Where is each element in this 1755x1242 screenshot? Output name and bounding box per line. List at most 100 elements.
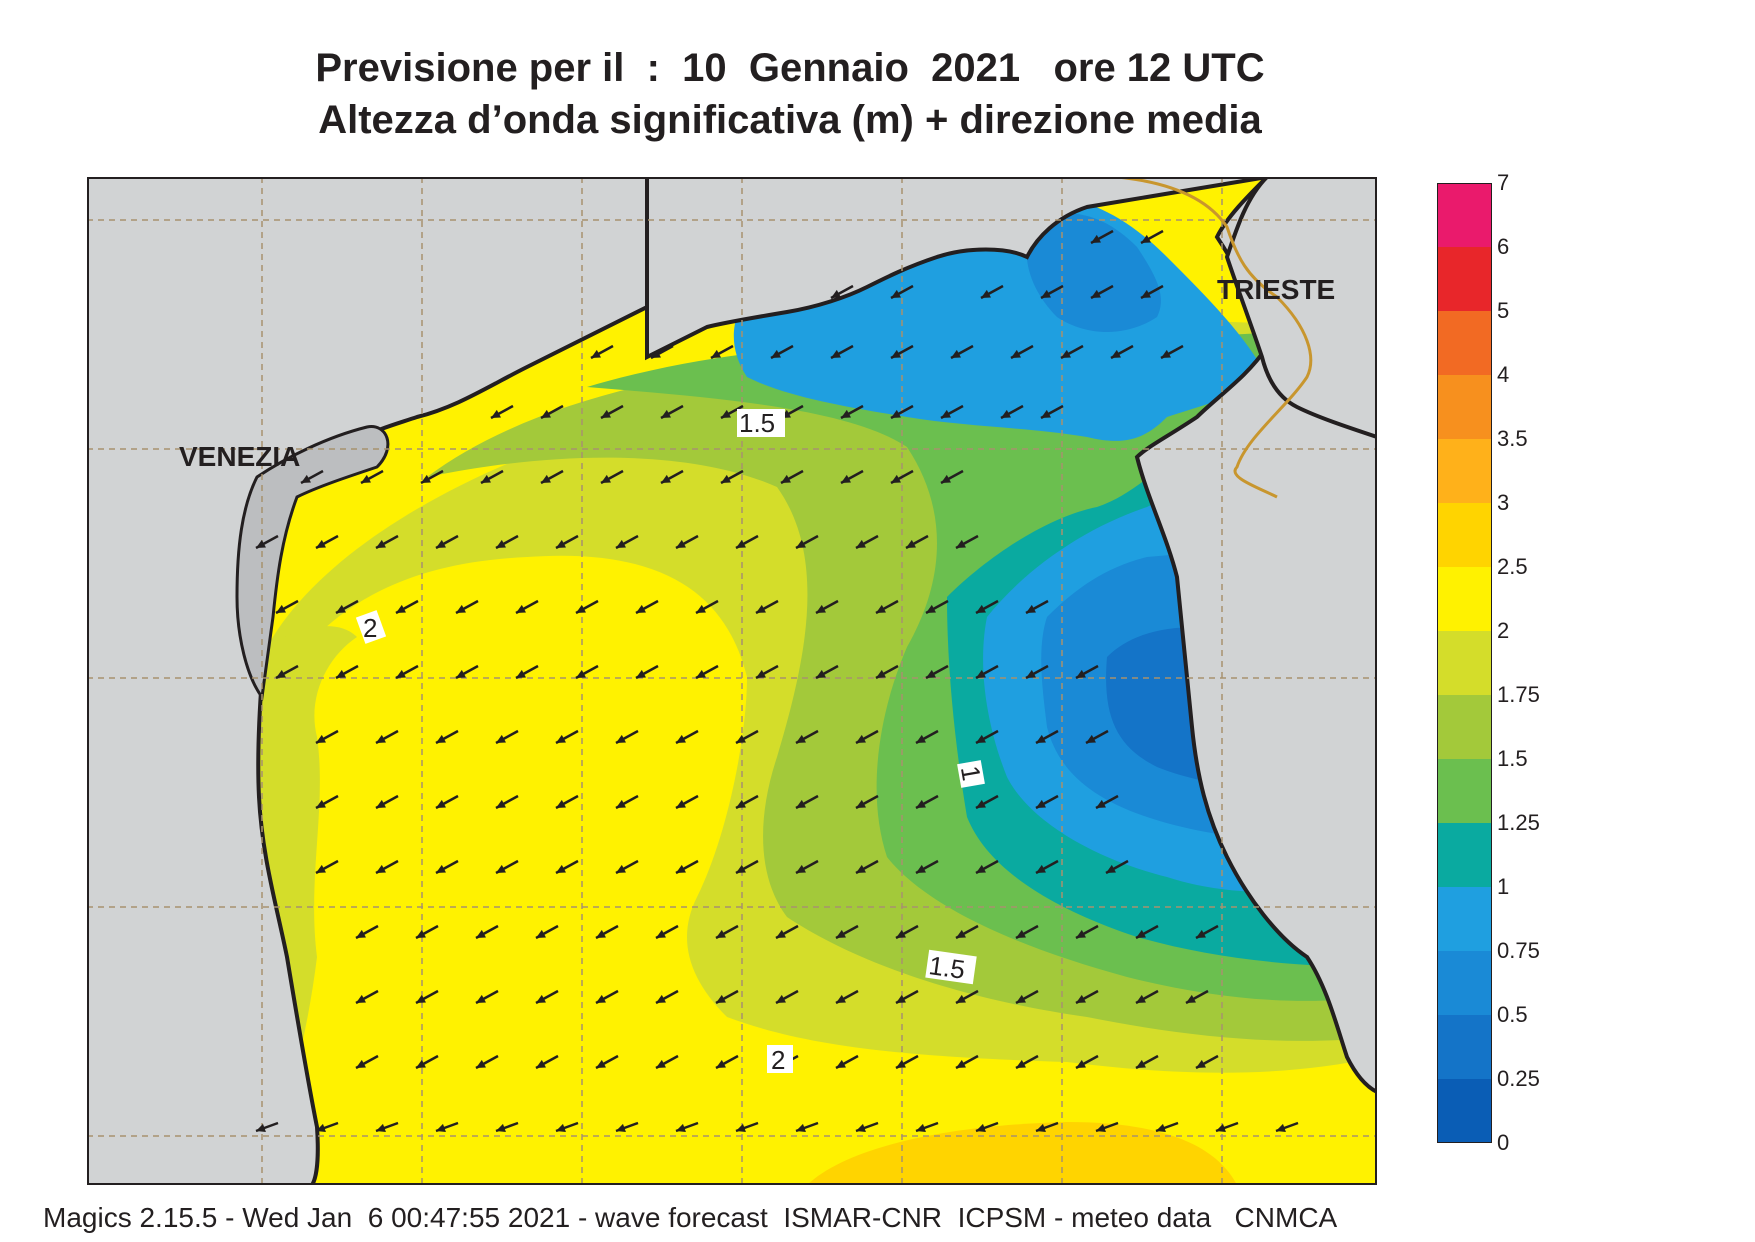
arrow-head [516,669,526,678]
arrow-head [516,604,526,613]
footer-credits: Magics 2.15.5 - Wed Jan 6 00:47:55 2021 … [43,1202,1338,1233]
direction-arrows [255,229,1299,1133]
arrow-head [396,669,406,678]
arrow-head [956,929,966,938]
arrow-head [1041,409,1051,418]
arrow-head [1076,669,1086,678]
arrow-head [556,799,566,808]
map-svg: 1.5 2 1 1.5 2 VENEZIA TRIESTE [87,177,1377,1185]
arrow-head [756,669,766,678]
arrow-head [476,994,486,1003]
arrow-head [916,734,926,743]
arrow-head [496,864,506,873]
arrow-head [336,604,346,613]
arrow-head [841,409,851,418]
arrow-head [456,669,466,678]
arrow-head [831,349,841,358]
arrow-head [736,734,746,743]
arrow-head [1096,1123,1106,1133]
arrow-head [796,799,806,808]
arrow-head [976,669,986,678]
arrow-head [916,1123,926,1133]
arrow-head [1036,799,1046,808]
arrow-head [796,1123,806,1133]
arrow-head [616,539,626,548]
contour-label-3: 1 [955,764,987,783]
arrow-head [656,994,666,1003]
title-line-1: Previsione per il : 10 Gennaio 2021 ore … [315,46,1265,90]
arrow-head [616,799,626,808]
arrow-head [1186,994,1196,1003]
arrow-head [1096,799,1106,808]
arrow-head [276,604,286,613]
legend-label: 2 [1497,618,1510,643]
legend-swatch [1437,1015,1492,1079]
arrow-head [1016,994,1026,1003]
arrow-head [416,929,426,938]
legend-label: 1.75 [1497,682,1540,707]
arrow-head [926,669,936,678]
arrow-head [876,669,886,678]
arrow-head [1091,234,1101,243]
arrow-head [436,864,446,873]
arrow-head [956,1059,966,1068]
arrow-head [1111,349,1121,358]
arrow-head [316,799,326,808]
arrow-head [711,349,721,358]
legend-swatch [1437,759,1492,823]
arrow-head [616,864,626,873]
zone-2.5-3 [807,1122,1237,1185]
arrow-head [256,1123,266,1133]
arrow-head [336,669,346,678]
arrow-head [941,474,951,483]
arrow-head [596,929,606,938]
arrow-head [496,1123,506,1133]
arrow-head [676,1123,686,1133]
arrow-head [926,604,936,613]
arrow-head [536,1059,546,1068]
legend-label: 7 [1497,170,1510,195]
legend-label: 4 [1497,362,1510,387]
arrow-head [576,669,586,678]
arrow-head [836,994,846,1003]
legend-label: 0.75 [1497,938,1540,963]
arrow-head [781,474,791,483]
legend-swatch [1437,951,1492,1015]
arrow-head [481,474,491,483]
arrow-head [906,539,916,548]
grid [87,177,1377,1185]
arrow-head [896,1059,906,1068]
arrow-head [541,474,551,483]
city-venezia: VENEZIA [179,441,300,472]
legend-swatch [1437,631,1492,695]
arrow-head [1136,994,1146,1003]
legend-label: 3 [1497,490,1510,515]
arrow-head [1276,1123,1286,1133]
legend-label: 3.5 [1497,426,1528,451]
arrow-head [976,799,986,808]
legend-swatch [1437,503,1492,567]
arrow-head [916,799,926,808]
arrow-head [776,994,786,1003]
arrow-head [601,409,611,418]
legend-label: 0 [1497,1130,1510,1155]
arrow-head [596,994,606,1003]
arrow-head [436,799,446,808]
arrow-head [856,864,866,873]
arrow-head [1026,669,1036,678]
arrow-head [856,1123,866,1133]
arrow-head [976,864,986,873]
arrow-head [416,1059,426,1068]
arrow-head [361,474,371,483]
arrow-head [316,1123,326,1133]
arrow-head [836,1059,846,1068]
arrow-head [476,929,486,938]
arrow-head [591,349,601,358]
arrow-head [556,539,566,548]
arrow-head [1076,994,1086,1003]
legend-swatch [1437,695,1492,759]
legend-swatch [1437,567,1492,631]
arrow-head [356,994,366,1003]
arrow-head [976,1123,986,1133]
arrow-head [541,409,551,418]
